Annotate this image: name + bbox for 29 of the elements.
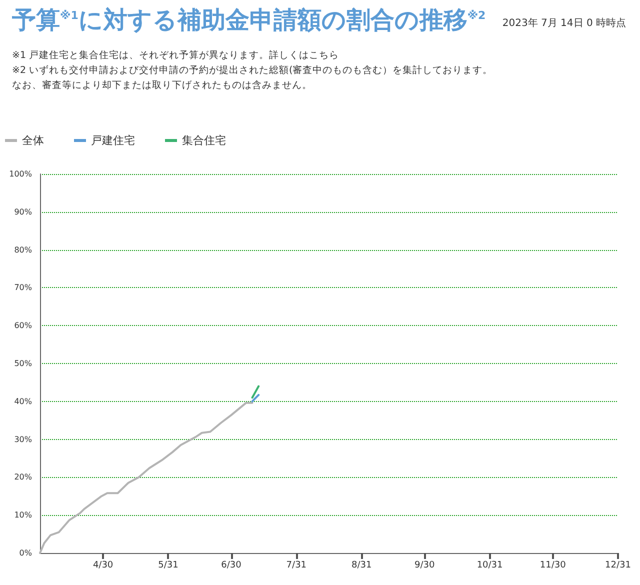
y-tick-label: 80% (14, 245, 32, 254)
y-tick-label: 70% (14, 283, 32, 292)
y-tick-label: 60% (14, 321, 32, 330)
x-tick-label: 4/30 (92, 560, 114, 570)
y-tick-label: 90% (14, 207, 32, 216)
text: なお、審査等により却下または取り下げされたものは含みません。 (12, 79, 313, 93)
chart-subtitle: 2023年 7月 14日 0 時時点 (502, 16, 626, 30)
x-tick-label: 5/31 (158, 560, 178, 570)
chart-title: 予算$^{※1}$に対する補助金申請額の割合の推移$^{※2}$ (12, 5, 486, 36)
text: ※1 戸建住宅と集合住宅は、それぞれ予算が異なります。詳しくはこちら (12, 49, 340, 63)
x-tick-label: 6/30 (221, 560, 242, 570)
line-series (39, 402, 254, 554)
x-tick-label: 8/31 (351, 560, 372, 570)
x-tick-label: 10/31 (476, 560, 503, 570)
x-tick-label: 9/30 (414, 560, 436, 570)
legend-label: 全体 (22, 134, 44, 147)
y-tick-label: 100% (9, 170, 32, 178)
x-tick-label: 7/31 (286, 560, 307, 570)
legend-label: 戸建住宅 (91, 134, 135, 147)
y-tick-label: 50% (14, 359, 32, 368)
y-tick-label: 20% (14, 472, 32, 482)
legend-label: 集合住宅 (182, 134, 226, 147)
x-tick-label: 11/30 (540, 560, 566, 570)
y-tick-label: 10% (14, 510, 32, 520)
y-tick-label: 40% (14, 396, 32, 406)
text: ※2 いずれも交付申請および交付申請の予約が提出された総額(審査中のものも含む）を集計しております。 (12, 64, 493, 78)
y-tick-label: 30% (14, 434, 32, 444)
x-tick-label: 12/31 (605, 560, 631, 570)
y-tick-label: 0% (19, 548, 32, 558)
